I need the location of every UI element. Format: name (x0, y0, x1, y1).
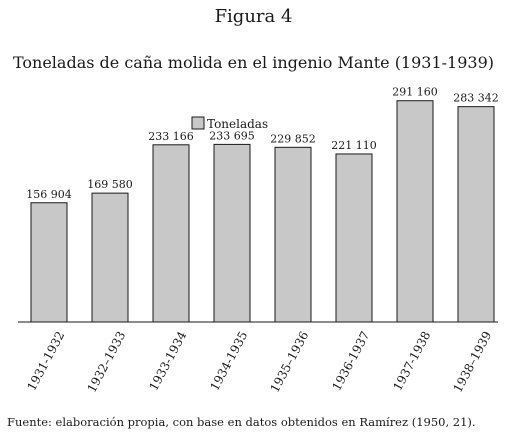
bar-3 (152, 144, 190, 323)
bar-4 (213, 143, 251, 323)
bar-2 (91, 192, 129, 323)
x-tick-label-2: 1932–1933 (85, 329, 129, 395)
x-tick-label-5: 1935–1936 (268, 329, 312, 395)
value-label-7: 291 160 (392, 86, 438, 99)
value-label-4: 233 695 (209, 129, 255, 142)
x-tick-label-6: 1936-1937 (329, 329, 372, 393)
value-label-8: 283 342 (453, 92, 499, 105)
x-tick-label-4: 1934-1935 (207, 329, 250, 393)
value-label-6: 221 110 (331, 139, 377, 152)
chart-title: Toneladas de caña molida en el ingenio M… (12, 53, 495, 72)
figure-label: Figura 4 (214, 6, 293, 27)
value-label-5: 229 852 (270, 132, 316, 145)
legend-label: Toneladas (207, 117, 268, 131)
x-tick-label-8: 1938–1939 (451, 329, 495, 395)
x-tick-label-1: 1931-1932 (24, 329, 67, 393)
x-tick-labels-group: 1931-1932 1932–1933 1933-1934 1934-1935 1935… (24, 329, 494, 395)
bars-group (30, 100, 495, 323)
bar-6 (335, 153, 373, 323)
legend: Toneladas (191, 116, 268, 131)
value-label-2: 169 580 (87, 178, 133, 191)
value-labels-group: 156 904 169 580 233 166 233 695 229 852 221 1… (26, 86, 499, 201)
bar-chart: Toneladas 156 904 169 580 233 166 233 695 22… (18, 86, 499, 395)
x-tick-label-7: 1937-1938 (390, 329, 433, 393)
bar-5 (274, 146, 312, 323)
source-note: Fuente: elaboración propia, con base en … (7, 415, 476, 429)
legend-swatch (191, 116, 205, 130)
value-label-3: 233 166 (148, 130, 194, 143)
bar-7 (396, 100, 434, 323)
value-label-1: 156 904 (26, 188, 72, 201)
x-tick-label-3: 1933-1934 (146, 329, 189, 393)
bar-8 (457, 106, 495, 323)
bar-1 (30, 202, 68, 323)
